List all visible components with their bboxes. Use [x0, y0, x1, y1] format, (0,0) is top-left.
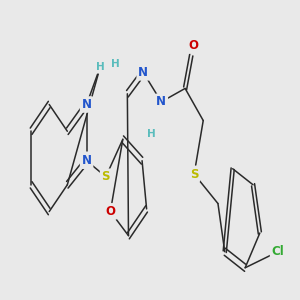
Text: H: H — [110, 59, 119, 69]
Text: O: O — [105, 205, 116, 218]
Text: N: N — [82, 154, 92, 167]
Text: N: N — [82, 98, 92, 111]
Text: N: N — [156, 95, 166, 108]
Text: O: O — [188, 39, 198, 52]
Text: S: S — [102, 170, 110, 183]
Text: H: H — [147, 129, 155, 139]
Text: Cl: Cl — [272, 245, 284, 258]
Text: N: N — [138, 66, 148, 79]
Text: H: H — [96, 62, 104, 72]
Text: S: S — [190, 168, 198, 181]
